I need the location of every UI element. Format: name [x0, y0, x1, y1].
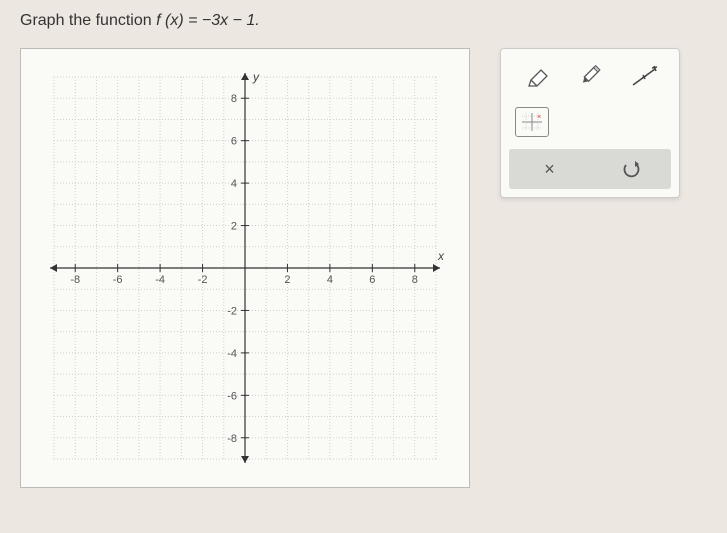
svg-text:×: × — [537, 114, 541, 121]
svg-text:4: 4 — [327, 274, 333, 286]
svg-text:-2: -2 — [227, 305, 237, 317]
svg-text:-8: -8 — [70, 274, 80, 286]
eraser-icon — [521, 65, 551, 89]
line-tool-icon — [629, 65, 659, 89]
svg-text:6: 6 — [369, 274, 375, 286]
pencil-tool[interactable] — [569, 59, 611, 95]
graph-area[interactable]: -8 -8 -6 -6 -4 -4 -2 -2 2 2 4 4 6 6 8 8 x y — [20, 48, 470, 488]
undo-icon — [621, 159, 641, 179]
coordinate-grid[interactable]: -8 -8 -6 -6 -4 -4 -2 -2 2 2 4 4 6 6 8 8 x y — [40, 63, 450, 473]
svg-text:2: 2 — [231, 221, 237, 233]
pencil-icon — [575, 65, 605, 89]
close-button[interactable]: × — [520, 154, 580, 184]
grid-point-icon: × — [518, 110, 546, 134]
svg-text:y: y — [252, 70, 260, 84]
svg-text:8: 8 — [412, 274, 418, 286]
question-prompt: Graph the function f (x) = −3x − 1. — [20, 12, 707, 30]
svg-text:x: x — [437, 249, 445, 263]
eraser-tool[interactable] — [515, 59, 557, 95]
grid-point-tool[interactable]: × — [515, 107, 549, 137]
svg-text:6: 6 — [231, 136, 237, 148]
drawing-toolbar: × × — [500, 48, 680, 198]
close-icon: × — [544, 159, 555, 180]
svg-text:-4: -4 — [227, 348, 237, 360]
prompt-function: f (x) = −3x − 1. — [156, 12, 260, 29]
svg-text:-4: -4 — [155, 274, 165, 286]
svg-text:-6: -6 — [227, 390, 237, 402]
svg-text:2: 2 — [284, 274, 290, 286]
line-tool[interactable] — [623, 59, 665, 95]
svg-text:-2: -2 — [198, 274, 208, 286]
svg-text:-6: -6 — [113, 274, 123, 286]
svg-text:-8: -8 — [227, 433, 237, 445]
undo-button[interactable] — [601, 154, 661, 184]
prompt-prefix: Graph the function — [20, 12, 156, 29]
action-bar: × — [509, 149, 671, 189]
svg-text:4: 4 — [231, 178, 237, 190]
svg-text:8: 8 — [231, 93, 237, 105]
